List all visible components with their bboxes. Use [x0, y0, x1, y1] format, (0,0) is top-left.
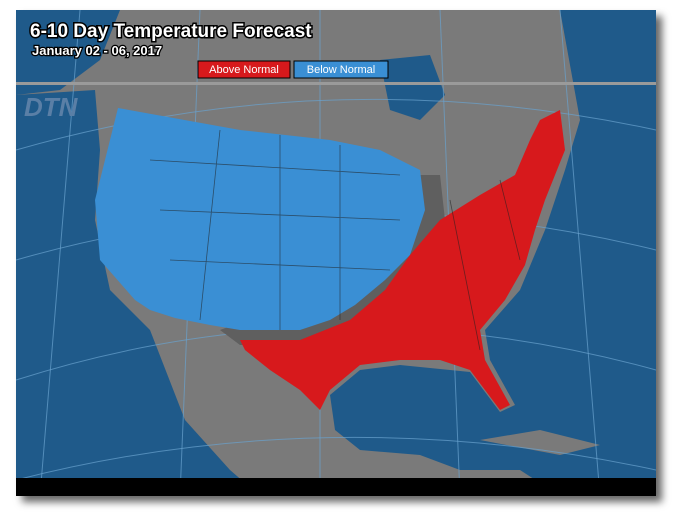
- ocean: [16, 90, 260, 496]
- map: [16, 10, 656, 496]
- logo: DTN: [24, 92, 79, 122]
- title: 6-10 Day Temperature Forecast: [30, 21, 312, 42]
- subtitle: January 02 - 06, 2017: [32, 43, 162, 58]
- legend-label: Below Normal: [307, 64, 375, 76]
- legend-swatch: [197, 60, 291, 79]
- state-borders: [149, 129, 521, 351]
- cuba: [480, 430, 600, 455]
- header-rule: [16, 82, 656, 85]
- legend-label: Above Normal: [209, 64, 279, 76]
- footer-bar: [16, 478, 656, 496]
- above-normal-area: [240, 110, 565, 410]
- below-normal-area: [95, 108, 425, 330]
- legend-swatch: [293, 60, 389, 79]
- hudson-bay: [380, 55, 445, 120]
- ocean: [330, 10, 656, 496]
- ocean: [16, 10, 120, 95]
